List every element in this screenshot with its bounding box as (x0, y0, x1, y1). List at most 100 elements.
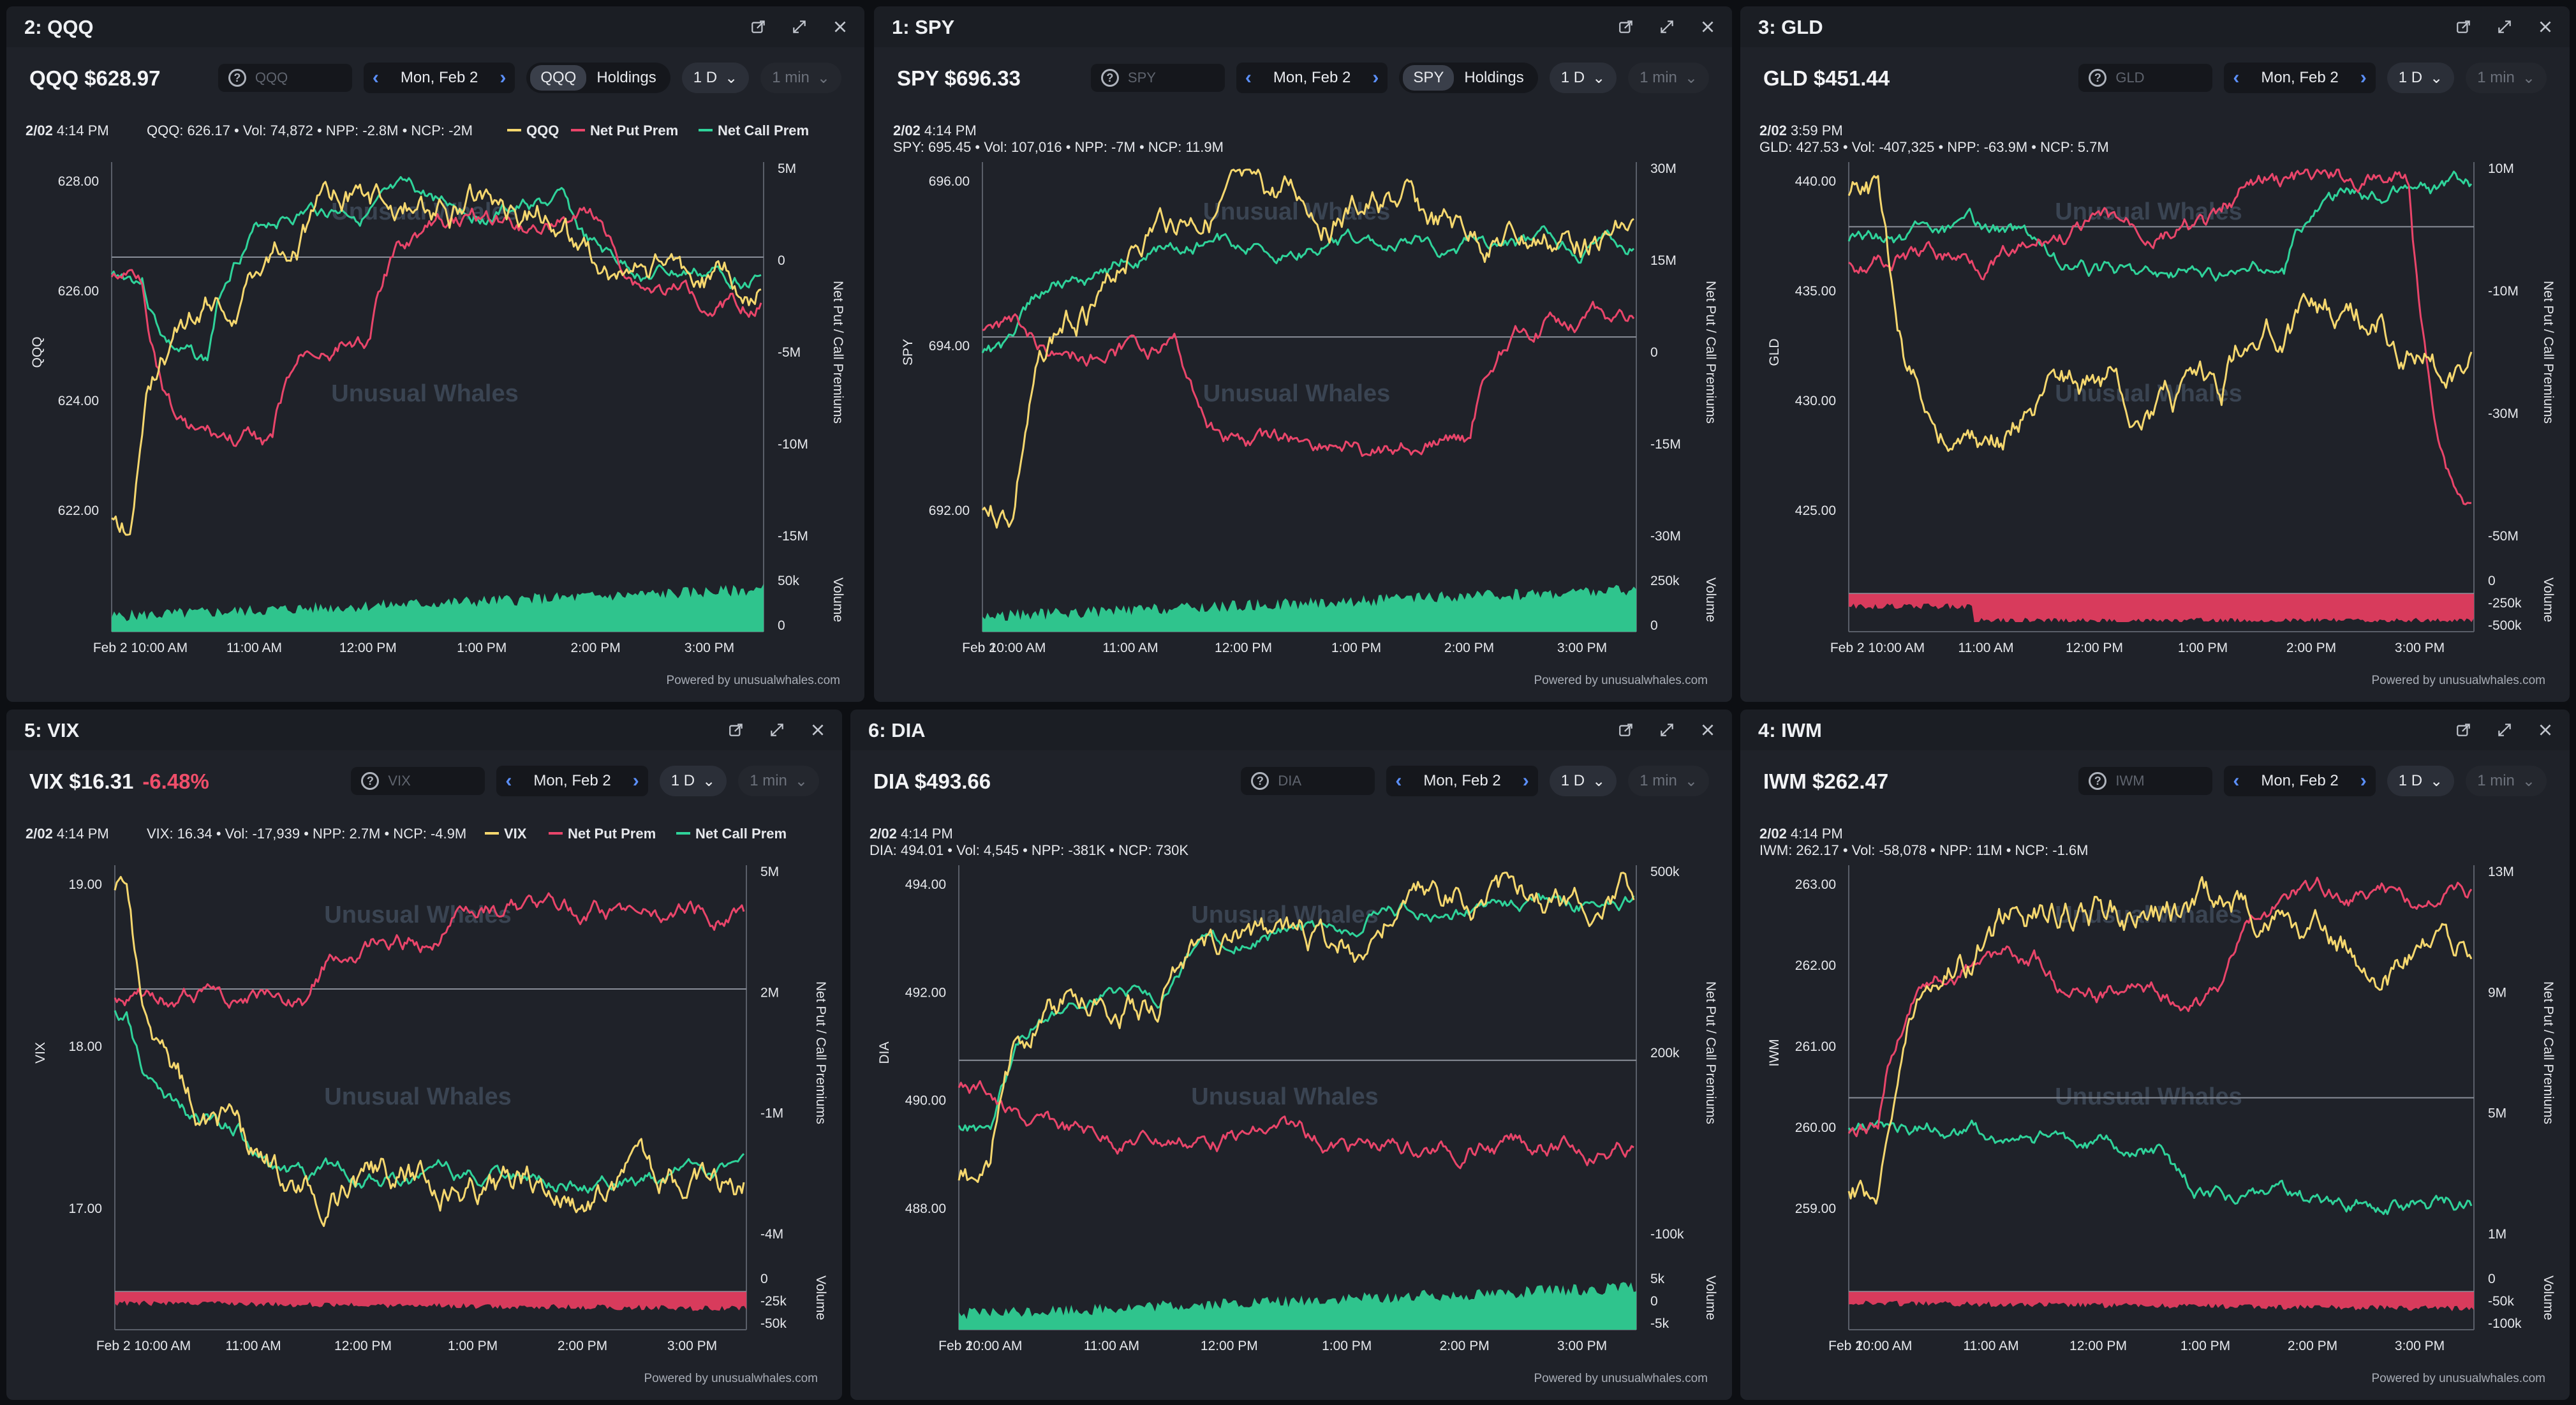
panel-title[interactable]: 3: GLD (1758, 16, 1823, 38)
close-icon[interactable] (2528, 13, 2563, 41)
search-placeholder: GLD (2115, 70, 2145, 85)
close-icon[interactable] (800, 716, 836, 744)
expand-icon[interactable] (781, 13, 817, 41)
legend-item[interactable]: QQQ (526, 123, 559, 138)
expand-icon[interactable] (2487, 716, 2522, 744)
x-tick-label: 3:00 PM (2395, 1339, 2445, 1353)
ticker-search-input[interactable]: ? IWM (2078, 767, 2213, 795)
ticker-search-input[interactable]: ? GLD (2078, 64, 2213, 92)
powered-by-text[interactable]: Powered by unusualwhales.com (2371, 674, 2546, 687)
x-tick-label: Feb 2 10:00 AM (96, 1339, 191, 1353)
interval-select[interactable]: 1 min ⌄ (2466, 63, 2547, 93)
x-tick-label: 1:00 PM (448, 1339, 498, 1353)
popout-icon[interactable] (2446, 13, 2482, 41)
timeframe-select[interactable]: 1 D ⌄ (1549, 766, 1617, 796)
popout-icon[interactable] (741, 13, 776, 41)
close-icon[interactable] (2528, 716, 2563, 744)
x-tick-label: 1:00 PM (1331, 641, 1381, 655)
toggle-option-spy[interactable]: SPY (1403, 65, 1455, 91)
powered-by-text[interactable]: Powered by unusualwhales.com (666, 674, 841, 687)
view-toggle[interactable]: QQQ Holdings (526, 63, 670, 93)
legend-item[interactable]: Net Call Prem (718, 123, 809, 138)
chevron-left-icon[interactable]: ‹ (505, 770, 512, 791)
panel-toolbar: IWM $262.47? IWM ‹ Mon, Feb 2 › 1 D ⌄ 1 min ⌄ (1740, 750, 2570, 814)
date-picker[interactable]: ‹ Mon, Feb 2 › (496, 766, 648, 796)
panel-window-controls (2446, 13, 2563, 41)
price-premium-chart[interactable]: 2/02 4:14 PM QQQ: 626.17 • Vol: 74,872 • N… (6, 111, 864, 664)
legend-item[interactable]: Net Call Prem (695, 826, 787, 842)
powered-by-text[interactable]: Powered by unusualwhales.com (644, 1372, 818, 1385)
toggle-option-qqq[interactable]: QQQ (530, 65, 587, 91)
price-premium-chart[interactable]: 2/02 4:14 PM VIX: 16.34 • Vol: -17,939 • N… (6, 814, 842, 1362)
chevron-left-icon[interactable]: ‹ (1395, 770, 1402, 791)
ticker-search-input[interactable]: ? VIX (351, 767, 485, 795)
panel-title[interactable]: 6: DIA (868, 719, 926, 741)
toggle-option-holdings[interactable]: Holdings (1464, 69, 1524, 86)
y-axis-title: SPY (901, 339, 915, 366)
expand-icon[interactable] (1649, 13, 1685, 41)
ticker-search-input[interactable]: ? SPY (1090, 64, 1225, 92)
chevron-right-icon[interactable]: › (1522, 770, 1529, 791)
interval-select[interactable]: 1 min ⌄ (760, 63, 841, 93)
powered-by-text[interactable]: Powered by unusualwhales.com (1534, 674, 1708, 687)
close-icon[interactable] (1690, 716, 1726, 744)
date-picker[interactable]: ‹ Mon, Feb 2 › (1386, 766, 1538, 796)
close-icon[interactable] (822, 13, 858, 41)
volume-area (112, 584, 764, 632)
popout-icon[interactable] (1608, 13, 1644, 41)
powered-by-text[interactable]: Powered by unusualwhales.com (1534, 1372, 1708, 1385)
powered-by-text[interactable]: Powered by unusualwhales.com (2371, 1372, 2546, 1385)
ticker-search-input[interactable]: ? QQQ (218, 64, 352, 92)
chevron-right-icon[interactable]: › (632, 770, 639, 791)
ticker-search-input[interactable]: ? DIA (1241, 767, 1375, 795)
legend-item[interactable]: VIX (504, 826, 527, 842)
interval-select[interactable]: 1 min ⌄ (738, 766, 819, 796)
legend-item[interactable]: Net Put Prem (568, 826, 656, 842)
chevron-right-icon[interactable]: › (2360, 67, 2367, 88)
interval-select[interactable]: 1 min ⌄ (2466, 766, 2547, 796)
popout-icon[interactable] (718, 716, 754, 744)
chevron-right-icon[interactable]: › (500, 67, 507, 88)
premium-tick-label: 5M (778, 161, 796, 176)
panel-title[interactable]: 2: QQQ (24, 16, 94, 38)
date-picker[interactable]: ‹ Mon, Feb 2 › (2224, 63, 2376, 93)
y-tick-label: 19.00 (68, 877, 102, 892)
panel-title[interactable]: 5: VIX (24, 719, 80, 741)
legend-item[interactable]: Net Put Prem (590, 123, 678, 138)
timeframe-select[interactable]: 1 D ⌄ (681, 63, 750, 93)
close-icon[interactable] (1690, 13, 1726, 41)
date-picker[interactable]: ‹ Mon, Feb 2 › (363, 63, 515, 93)
expand-icon[interactable] (1649, 716, 1685, 744)
chevron-left-icon[interactable]: ‹ (2233, 770, 2240, 791)
price-change: -6.48% (142, 769, 209, 793)
timeframe-value: 1 D (670, 772, 695, 789)
toggle-option-holdings[interactable]: Holdings (596, 69, 656, 86)
timeframe-select[interactable]: 1 D ⌄ (1549, 63, 1617, 93)
crosshair-info: 2/02 4:14 PM (26, 826, 109, 842)
panel-title[interactable]: 4: IWM (1758, 719, 1822, 741)
chevron-right-icon[interactable]: › (2360, 770, 2367, 791)
date-picker[interactable]: ‹ Mon, Feb 2 › (1236, 63, 1388, 93)
chevron-left-icon[interactable]: ‹ (372, 67, 379, 88)
chevron-left-icon[interactable]: ‹ (2233, 67, 2240, 88)
interval-select[interactable]: 1 min ⌄ (1628, 766, 1709, 796)
timeframe-select[interactable]: 1 D ⌄ (2387, 766, 2455, 796)
chevron-right-icon[interactable]: › (1372, 67, 1379, 88)
volume-tick-label: 5k (1650, 1272, 1665, 1286)
popout-icon[interactable] (1608, 716, 1644, 744)
expand-icon[interactable] (2487, 13, 2522, 41)
series-line-call (1847, 1119, 2473, 1215)
view-toggle[interactable]: SPY Holdings (1399, 63, 1538, 93)
panel-title[interactable]: 1: SPY (892, 16, 955, 38)
date-picker[interactable]: ‹ Mon, Feb 2 › (2224, 766, 2376, 796)
timeframe-select[interactable]: 1 D ⌄ (659, 766, 727, 796)
timeframe-select[interactable]: 1 D ⌄ (2387, 63, 2455, 93)
popout-icon[interactable] (2446, 716, 2482, 744)
interval-select[interactable]: 1 min ⌄ (1628, 63, 1709, 93)
expand-icon[interactable] (759, 716, 795, 744)
chevron-left-icon[interactable]: ‹ (1245, 67, 1252, 88)
